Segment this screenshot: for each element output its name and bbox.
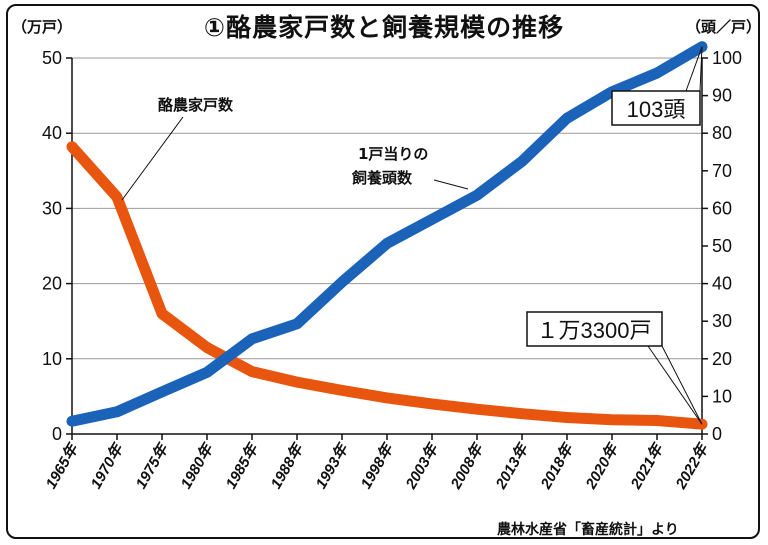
dairy-farms-line xyxy=(66,141,708,430)
right-tick-label: 50 xyxy=(712,236,732,256)
callout-herd-pointer-b xyxy=(699,46,703,92)
left-tick-label: 40 xyxy=(42,123,62,143)
left-tick-label: 0 xyxy=(52,424,62,444)
dairy-farms-leader xyxy=(121,116,184,201)
x-tick-label: 1988年 xyxy=(267,439,308,492)
x-tick-label: 2022年 xyxy=(671,439,712,492)
callout-herd-pointer-a xyxy=(685,46,703,92)
right-tick-label: 40 xyxy=(712,274,732,294)
callout-farms-pointer-b xyxy=(661,345,703,425)
callout-farms-text: １万3300戸 xyxy=(537,318,652,343)
right-axis-unit: （頭／戸） xyxy=(686,18,762,36)
herd-size-label-line2: 飼養頭数 xyxy=(351,169,413,187)
right-tick-label: 90 xyxy=(712,86,732,106)
left-tick-label: 20 xyxy=(42,274,62,294)
dairy-farms-label: 酪農家戸数 xyxy=(158,96,234,114)
x-tick-label: 2013年 xyxy=(491,439,532,492)
x-tick-label: 1980年 xyxy=(177,439,218,492)
x-tick-label: 2018年 xyxy=(536,439,577,492)
callout-herd-box xyxy=(611,90,701,126)
left-tick-label: 30 xyxy=(42,198,62,218)
x-tick-label: 2020年 xyxy=(581,439,622,492)
chart-title: ①酪農家戸数と飼養規模の推移 xyxy=(203,13,565,42)
left-tick-label: 50 xyxy=(42,48,62,68)
right-tick-label: 100 xyxy=(712,48,742,68)
left-axis-unit: （万戸） xyxy=(12,18,73,36)
right-tick-label: 30 xyxy=(712,311,732,331)
right-tick-label: 70 xyxy=(712,161,732,181)
x-tick-label: 2003年 xyxy=(401,439,442,492)
x-tick-label: 2021年 xyxy=(626,439,667,492)
herd-size-line xyxy=(66,41,708,427)
x-tick-label: 1993年 xyxy=(312,439,353,492)
right-tick-label: 10 xyxy=(712,386,732,406)
right-tick-label: 60 xyxy=(712,198,732,218)
herd-size-leader xyxy=(433,179,469,190)
herd-size-label-line1: 1戸当りの xyxy=(358,145,428,163)
right-tick-label: 0 xyxy=(712,424,722,444)
x-tick-label: 2008年 xyxy=(446,439,487,492)
left-tick-label: 10 xyxy=(42,349,62,369)
source-note: 農林水産省「畜産統計」より xyxy=(497,522,679,538)
x-tick-label: 1985年 xyxy=(222,439,263,492)
callout-farms-box xyxy=(526,311,663,347)
x-tick-label: 1975年 xyxy=(132,439,173,492)
right-tick-label: 80 xyxy=(712,123,732,143)
x-tick-label: 1965年 xyxy=(42,439,83,492)
callout-farms-pointer-a xyxy=(647,345,703,425)
callout-herd-text: 103頭 xyxy=(627,97,686,122)
x-tick-label: 1970年 xyxy=(87,439,128,492)
right-tick-label: 20 xyxy=(712,349,732,369)
x-tick-label: 1998年 xyxy=(357,439,398,492)
